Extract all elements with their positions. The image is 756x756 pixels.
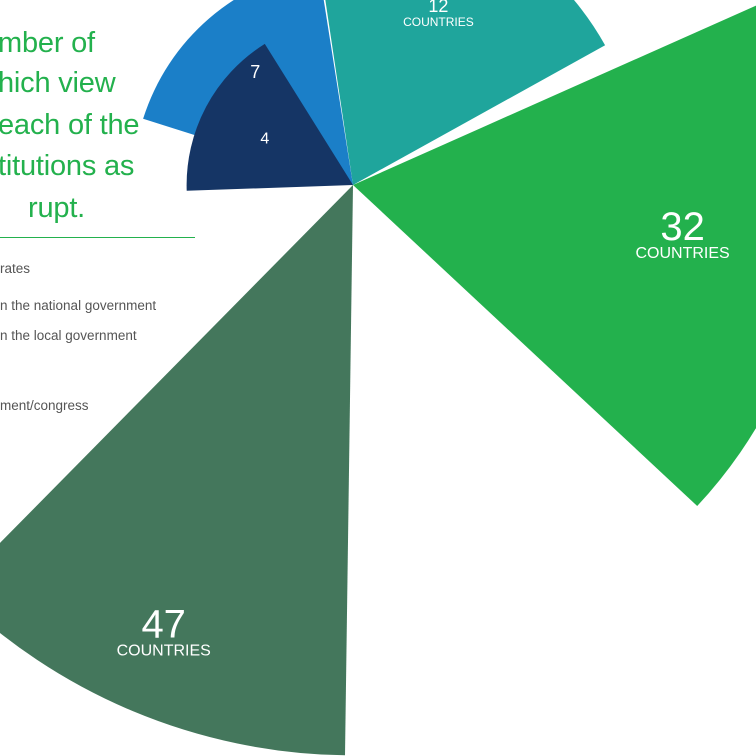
slice-47	[0, 185, 353, 756]
legend-item-1: rates	[0, 261, 31, 276]
slice-value-label: 12	[428, 0, 448, 16]
title-divider	[0, 237, 195, 238]
legend-item-2: n the national government	[0, 298, 157, 313]
title-line-3: each of the	[0, 109, 140, 141]
legend-item-3: n the local government	[0, 328, 137, 343]
slice-value-label: 4	[260, 131, 269, 148]
slice-12	[325, 0, 606, 185]
title-line-2: hich view	[0, 67, 116, 99]
slice-4	[186, 43, 353, 191]
legend-item-4: ment/congress	[0, 398, 89, 413]
slice-unit-label: COUNTRIES	[403, 15, 474, 29]
title-line-1: mber of	[0, 27, 95, 59]
slice-unit-label: COUNTRIES	[117, 643, 211, 660]
slice-value-label: 47	[141, 603, 186, 647]
title-line-5: rupt.	[28, 192, 86, 224]
slice-value-label: 32	[660, 205, 705, 249]
slice-32	[353, 5, 756, 506]
title-line-4: titutions as	[0, 150, 135, 182]
slice-value-label: 7	[250, 62, 260, 82]
slice-unit-label: COUNTRIES	[635, 245, 729, 262]
